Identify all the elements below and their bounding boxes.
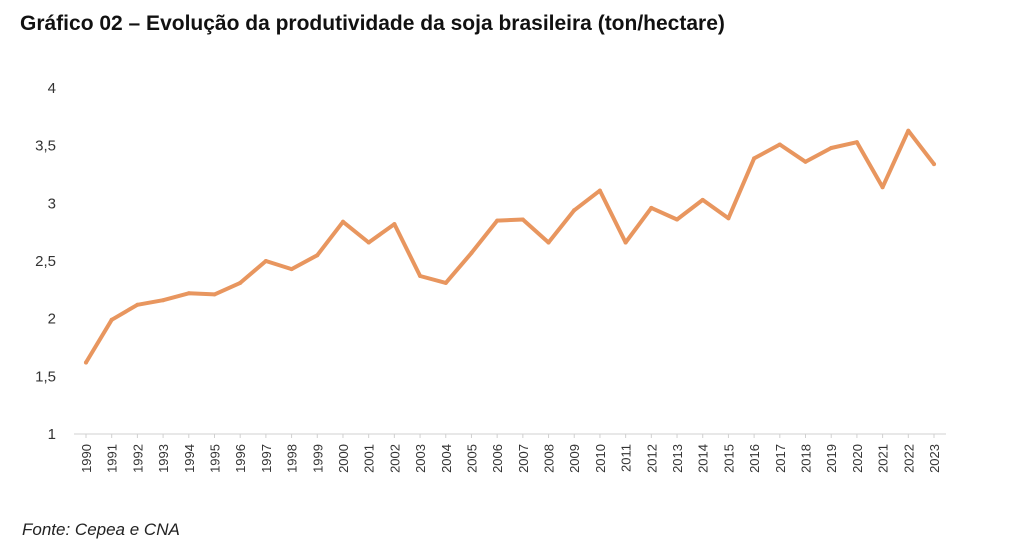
x-tick-label: 2003: [413, 444, 428, 473]
y-tick-label: 1,5: [35, 368, 56, 385]
x-tick-label: 2018: [799, 444, 814, 473]
y-axis-ticks: 1 1,5 2 2,5 3 3,5 4: [35, 80, 56, 443]
data-point: [135, 302, 140, 307]
data-point: [495, 218, 500, 223]
data-point: [854, 140, 859, 145]
source-note: Fonte: Cepea e CNA: [22, 520, 180, 539]
x-tick-label: 1990: [79, 444, 94, 473]
x-tick-label: 1999: [310, 444, 325, 473]
y-tick-label: 3: [48, 195, 56, 212]
data-point: [597, 188, 602, 193]
series-lines: [84, 128, 936, 365]
data-point: [675, 217, 679, 222]
data-point: [649, 205, 654, 210]
data-point: [392, 222, 397, 227]
x-tick-label: 2023: [927, 444, 942, 473]
data-point: [700, 197, 705, 202]
x-tick-label: 1996: [233, 444, 248, 473]
x-tick-label: 2022: [901, 444, 916, 473]
x-tick-label: 1997: [259, 444, 274, 473]
x-tick-label: 1994: [182, 444, 197, 473]
data-point: [341, 219, 345, 224]
x-tick-label: 2013: [670, 444, 685, 473]
y-tick-label: 1: [48, 426, 56, 443]
x-tick-label: 1998: [285, 444, 300, 473]
data-point: [829, 146, 834, 150]
x-tick-label: 2005: [464, 444, 479, 473]
data-point: [520, 217, 525, 222]
x-tick-label: 1993: [156, 444, 171, 473]
x-tick-label: 2006: [490, 444, 505, 473]
data-point: [289, 267, 294, 272]
data-point: [777, 142, 782, 147]
x-tick-label: 2010: [593, 444, 608, 473]
x-tick-label: 2012: [644, 444, 659, 473]
x-axis-ticks: 1990 1991 1992 1993 1994 1995 1996 1997 1998 1999…: [79, 434, 942, 473]
data-point: [443, 280, 448, 285]
x-tick-label: 2015: [721, 444, 736, 473]
data-point: [315, 253, 320, 258]
data-point: [366, 240, 371, 245]
x-tick-label: 2008: [542, 444, 557, 473]
x-tick-label: 2020: [850, 444, 865, 473]
data-point: [572, 208, 577, 213]
y-tick-label: 2: [48, 311, 56, 328]
data-point: [418, 274, 423, 278]
data-point: [161, 298, 166, 303]
x-tick-label: 1991: [105, 444, 120, 473]
y-tick-label: 4: [48, 80, 56, 97]
data-point: [803, 159, 808, 164]
data-point: [469, 250, 474, 255]
x-tick-label: 2007: [516, 444, 531, 473]
y-tick-label: 3,5: [35, 138, 56, 155]
data-point: [726, 216, 731, 221]
series-line: [84, 128, 936, 365]
data-point: [84, 360, 88, 365]
x-tick-label: 2004: [439, 444, 454, 473]
y-tick-label: 2,5: [35, 253, 56, 270]
x-tick-label: 1995: [207, 444, 222, 473]
x-tick-label: 2019: [824, 444, 839, 473]
x-tick-label: 2016: [747, 444, 762, 473]
data-point: [880, 185, 885, 190]
x-tick-label: 2000: [336, 444, 351, 473]
x-tick-label: 2009: [567, 444, 582, 473]
data-point: [238, 280, 243, 285]
x-tick-label: 2011: [619, 444, 634, 472]
data-point: [623, 240, 628, 245]
data-point: [263, 259, 268, 263]
data-point: [906, 128, 911, 133]
data-point: [752, 156, 757, 161]
data-point: [109, 317, 114, 322]
x-tick-label: 1992: [130, 444, 145, 473]
x-tick-label: 2002: [387, 444, 402, 473]
x-tick-label: 2017: [773, 444, 788, 473]
data-point: [186, 291, 191, 296]
x-tick-label: 2021: [876, 444, 891, 473]
x-tick-label: 2014: [696, 444, 711, 473]
data-point: [546, 240, 551, 245]
x-tick-label: 2001: [362, 444, 377, 473]
data-point: [932, 162, 936, 167]
data-point: [212, 292, 217, 297]
chart-title: Gráfico 02 – Evolução da produtividade d…: [20, 12, 725, 35]
